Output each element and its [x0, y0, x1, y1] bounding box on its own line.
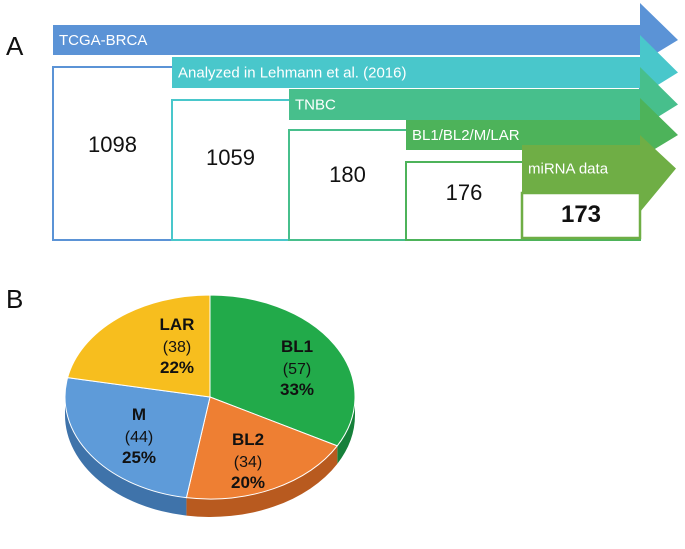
pie-side-bl2 — [186, 445, 338, 517]
flow-box-5 — [520, 191, 642, 240]
pie-n-bl2: (34) — [234, 454, 262, 471]
pie-n-m: (44) — [125, 429, 153, 446]
pie-pct-bl2: 20% — [231, 473, 265, 492]
flow-arrow-2 — [172, 35, 678, 96]
pie-side-bl1 — [337, 397, 355, 464]
pie-pct-lar: 22% — [160, 358, 194, 377]
pie-label-bl2: BL2 — [232, 430, 264, 449]
pie-label-m: M — [132, 405, 146, 424]
subtype-pie-chart: BL1 (57) 33% BL2 (34) 20% M (44) 25% LAR (38) 22% — [64, 294, 356, 517]
panel-b-letter: B — [6, 284, 23, 314]
pie-side-m — [65, 397, 187, 516]
pie-pct-m: 25% — [122, 448, 156, 467]
flow-arrow-5 — [522, 135, 676, 212]
pie-pct-bl1: 33% — [280, 380, 314, 399]
pie-label-lar: LAR — [160, 315, 195, 334]
pie-n-bl1: (57) — [283, 361, 311, 378]
flow-count: 1098 — [88, 132, 137, 157]
panel-a-letter: A — [6, 31, 24, 61]
flow-step-label: Analyzed in Lehmann et al. (2016) — [178, 65, 406, 82]
flow-step-label: TNBC — [295, 97, 336, 114]
flow-count: 173 — [561, 201, 601, 228]
flow-arrow-4 — [406, 98, 678, 158]
flow-arrow-1 — [53, 3, 678, 63]
flow-count: 176 — [446, 180, 483, 205]
flow-step-label: TCGA-BRCA — [59, 32, 147, 49]
pie-slice-m — [64, 377, 211, 499]
pie-slice-bl1 — [209, 294, 356, 447]
cohort-flow-diagram: TCGA-BRCA Analyzed in Lehmann et al. (201… — [52, 3, 678, 241]
pie-slice-bl2 — [185, 396, 339, 500]
flow-step-label: miRNA data — [528, 161, 609, 178]
flow-arrow-3 — [289, 67, 678, 128]
pie-n-lar: (38) — [163, 339, 191, 356]
pie-slice-lar — [66, 294, 211, 398]
flow-count: 1059 — [206, 145, 255, 170]
pie-label-bl1: BL1 — [281, 337, 313, 356]
flow-step-label: BL1/BL2/M/LAR — [412, 127, 520, 144]
flow-count: 180 — [329, 162, 366, 187]
